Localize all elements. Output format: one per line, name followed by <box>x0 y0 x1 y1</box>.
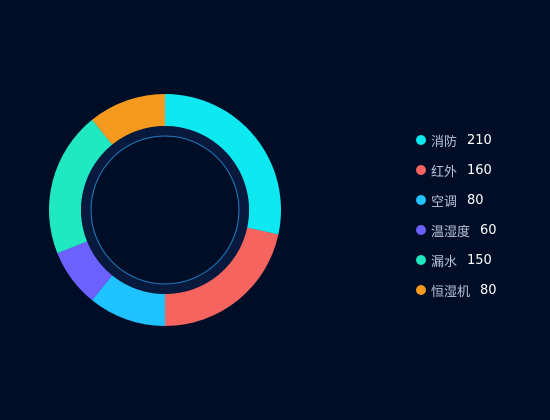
donut-guide-circle <box>90 135 240 285</box>
donut-slices <box>49 94 281 326</box>
legend-label-air-conditioning: 空调 <box>431 194 458 210</box>
donut-slice-infrared[interactable] <box>165 227 279 326</box>
legend-value-infrared: 160 <box>467 162 492 178</box>
legend-item-infrared[interactable]: 红外 160 <box>416 155 497 185</box>
legend-dot-fire <box>416 135 426 145</box>
legend-dot-water-leak <box>416 255 426 265</box>
legend-dot-temperature-humidity <box>416 225 426 235</box>
legend-label-infrared: 红外 <box>431 164 458 180</box>
legend: 消防 210 红外 160 空调 80 温湿度 60 漏水 150 恒湿机 80 <box>416 125 497 305</box>
legend-item-air-conditioning[interactable]: 空调 80 <box>416 185 497 215</box>
donut-slice-temperature-humidity[interactable] <box>57 241 113 301</box>
legend-dot-infrared <box>416 165 426 175</box>
donut-slice-air-conditioning[interactable] <box>92 275 165 326</box>
legend-dot-air-conditioning <box>416 195 426 205</box>
legend-value-temperature-humidity: 60 <box>480 222 497 238</box>
legend-item-temperature-humidity[interactable]: 温湿度 60 <box>416 215 497 245</box>
legend-value-water-leak: 150 <box>467 252 492 268</box>
legend-label-water-leak: 漏水 <box>431 254 458 270</box>
legend-value-humidistat: 80 <box>480 282 497 298</box>
legend-value-air-conditioning: 80 <box>467 192 484 208</box>
legend-label-temperature-humidity: 温湿度 <box>431 224 471 240</box>
legend-dot-humidistat <box>416 285 426 295</box>
legend-label-humidistat: 恒湿机 <box>431 284 471 300</box>
donut-slice-humidistat[interactable] <box>92 94 165 145</box>
legend-item-fire[interactable]: 消防 210 <box>416 125 497 155</box>
donut-slice-water-leak[interactable] <box>49 119 113 254</box>
legend-item-humidistat[interactable]: 恒湿机 80 <box>416 275 497 305</box>
legend-item-water-leak[interactable]: 漏水 150 <box>416 245 497 275</box>
legend-value-fire: 210 <box>467 132 492 148</box>
legend-label-fire: 消防 <box>431 134 458 150</box>
donut-slice-fire[interactable] <box>165 94 281 235</box>
